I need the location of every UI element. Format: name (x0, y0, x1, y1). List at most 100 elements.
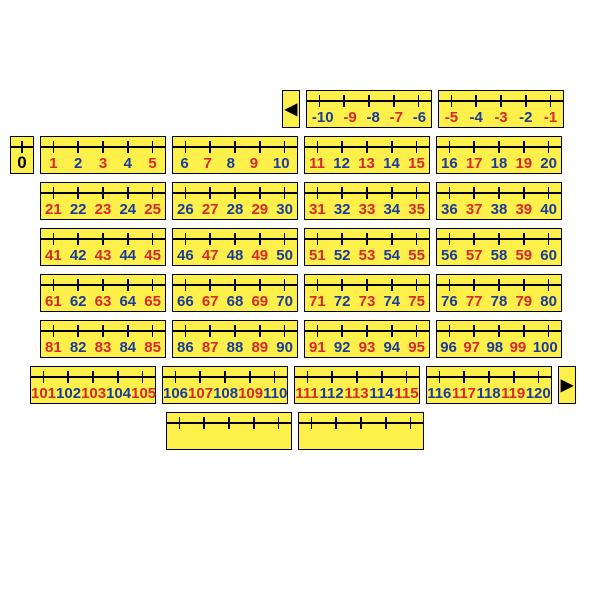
number-value: 63 (95, 294, 112, 309)
number-value: 116 (427, 386, 451, 401)
blank-segment: 00000 (298, 412, 424, 450)
number-value: 4 (124, 156, 132, 171)
number-value: 53 (359, 248, 376, 263)
number-value: 23 (95, 202, 112, 217)
number-value: 14 (383, 156, 400, 171)
number-value: 60 (540, 248, 557, 263)
number-value: 11 (309, 156, 325, 171)
number-segment: -5-4-3-2-1 (438, 90, 564, 128)
number-segment: 101102103104105 (30, 366, 156, 404)
number-value: 40 (540, 202, 557, 217)
number-value: 98 (486, 340, 503, 355)
number-value: 100 (533, 340, 558, 355)
number-value: 47 (202, 248, 219, 263)
number-line-row: 6162636465666768697071727374757677787980 (0, 274, 600, 312)
number-segment: 6667686970 (172, 274, 298, 312)
number-value: 95 (408, 340, 425, 355)
number-value: 105 (131, 386, 156, 401)
number-value: 24 (119, 202, 136, 217)
number-value: 72 (334, 294, 351, 309)
number-value: 89 (251, 340, 268, 355)
number-value: 112 (320, 386, 344, 401)
number-value: 59 (515, 248, 532, 263)
number-value: 91 (309, 340, 326, 355)
number-value: 80 (540, 294, 557, 309)
number-value: 66 (177, 294, 194, 309)
number-value: 86 (177, 340, 194, 355)
number-value: 111 (295, 386, 318, 401)
number-segment: 12345 (40, 136, 166, 174)
number-value: 108 (213, 386, 238, 401)
number-value: 43 (95, 248, 112, 263)
number-value: 51 (309, 248, 326, 263)
number-value: 54 (383, 248, 400, 263)
number-segment: 4142434445 (40, 228, 166, 266)
number-segment: 3132333435 (304, 182, 430, 220)
number-value: 109 (238, 386, 263, 401)
number-line-row: ◀-10-9-8-7-6-5-4-3-2-1 (0, 90, 600, 128)
number-value: 113 (344, 386, 368, 401)
number-value: 19 (515, 156, 532, 171)
number-value: 2 (74, 156, 82, 171)
number-value: 101 (31, 386, 56, 401)
number-value: 34 (383, 202, 400, 217)
number-value: 69 (251, 294, 268, 309)
number-value: 75 (408, 294, 425, 309)
number-segment: 2122232425 (40, 182, 166, 220)
number-segment: 56 57 58 59 60 (436, 228, 562, 266)
number-value: 85 (144, 340, 161, 355)
number-value: 18 (491, 156, 508, 171)
number-value: 9 (250, 156, 258, 171)
number-value: -9 (343, 110, 356, 125)
number-value: 41 (45, 248, 62, 263)
number-segment: 106107108109110 (162, 366, 288, 404)
number-value: -6 (413, 110, 426, 125)
number-value: 76 (441, 294, 458, 309)
number-value: 103 (81, 386, 106, 401)
number-value: -2 (519, 110, 532, 125)
number-value: 50 (276, 248, 293, 263)
number-line-container: ◀-10-9-8-7-6-5-4-3-2-1012345678910111213… (0, 90, 600, 458)
number-value: 58 (491, 248, 508, 263)
number-value: 55 (408, 248, 425, 263)
number-value: 32 (334, 202, 351, 217)
number-value: 79 (515, 294, 532, 309)
number-value: 56 (441, 248, 458, 263)
number-segment: 1617181920 (436, 136, 562, 174)
number-value: 94 (383, 340, 400, 355)
number-value: 115 (394, 386, 418, 401)
number-value: 64 (119, 294, 136, 309)
number-value: 78 (491, 294, 508, 309)
number-value: 57 (466, 248, 483, 263)
number-value: 120 (526, 386, 551, 401)
number-value: -3 (494, 110, 507, 125)
number-value: 38 (491, 202, 508, 217)
number-value: 0 (17, 154, 26, 171)
number-line-row: 8182838485868788899091929394959697989910… (0, 320, 600, 358)
number-segment: 9192939495 (304, 320, 430, 358)
number-value: 29 (251, 202, 268, 217)
number-value: 20 (540, 156, 557, 171)
number-value: 96 (440, 340, 457, 355)
number-value: 30 (276, 202, 293, 217)
number-value: 16 (441, 156, 458, 171)
number-value: 27 (202, 202, 219, 217)
number-value: 42 (70, 248, 87, 263)
number-value: 49 (251, 248, 268, 263)
number-value: 81 (45, 340, 62, 355)
number-segment: 1112131415 (304, 136, 430, 174)
number-value: 93 (359, 340, 376, 355)
number-value: 25 (144, 202, 161, 217)
number-value: 62 (70, 294, 87, 309)
number-value: 82 (70, 340, 87, 355)
number-segment: 678910 (172, 136, 298, 174)
number-value: 12 (333, 156, 350, 171)
number-segment: 111112113114115 (294, 366, 420, 404)
number-segment: 6162636465 (40, 274, 166, 312)
number-value: 119 (501, 386, 525, 401)
number-value: -5 (445, 110, 458, 125)
number-value: 36 (441, 202, 458, 217)
number-value: -8 (366, 110, 379, 125)
number-value: 68 (227, 294, 244, 309)
number-segment: 2627282930 (172, 182, 298, 220)
